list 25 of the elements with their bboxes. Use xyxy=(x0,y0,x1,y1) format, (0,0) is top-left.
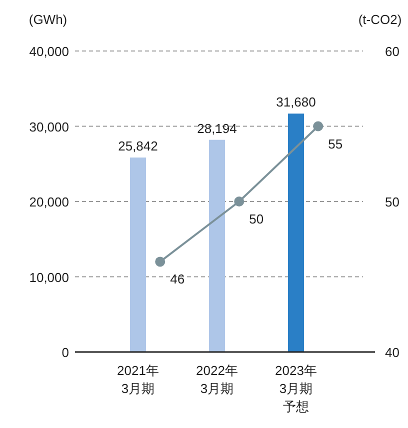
bar xyxy=(130,158,146,352)
data-label: 28,194 xyxy=(197,120,237,136)
x-tick-label: 2023年3月期予想 xyxy=(274,362,318,416)
point xyxy=(313,121,324,132)
y-tick-label: 30,000 xyxy=(29,119,69,134)
bar xyxy=(209,140,225,352)
y-tick-label: 10,000 xyxy=(29,270,69,285)
y2-tick-label: 60 xyxy=(385,44,400,59)
point xyxy=(234,196,244,206)
point xyxy=(155,256,166,267)
y-tick-label: 0 xyxy=(62,345,69,360)
data-label: 31,680 xyxy=(276,94,316,110)
data-label: 25,842 xyxy=(118,138,158,154)
data-label: 46 xyxy=(170,272,185,287)
data-label: 55 xyxy=(328,136,343,152)
y2-tick-label: 40 xyxy=(385,345,400,360)
data-label: 50 xyxy=(249,212,264,226)
x-tick-label: 2022年3月期 xyxy=(195,362,239,398)
x-tick-label: 2021年3月期 xyxy=(116,362,160,398)
y2-axis-title: (t-CO2) xyxy=(358,12,402,27)
y-tick-label: 40,000 xyxy=(29,44,69,59)
y-tick-label: 20,000 xyxy=(29,194,69,210)
y-axis-title: (GWh) xyxy=(28,12,68,27)
bar xyxy=(288,114,304,352)
y2-tick-label: 50 xyxy=(385,194,400,210)
